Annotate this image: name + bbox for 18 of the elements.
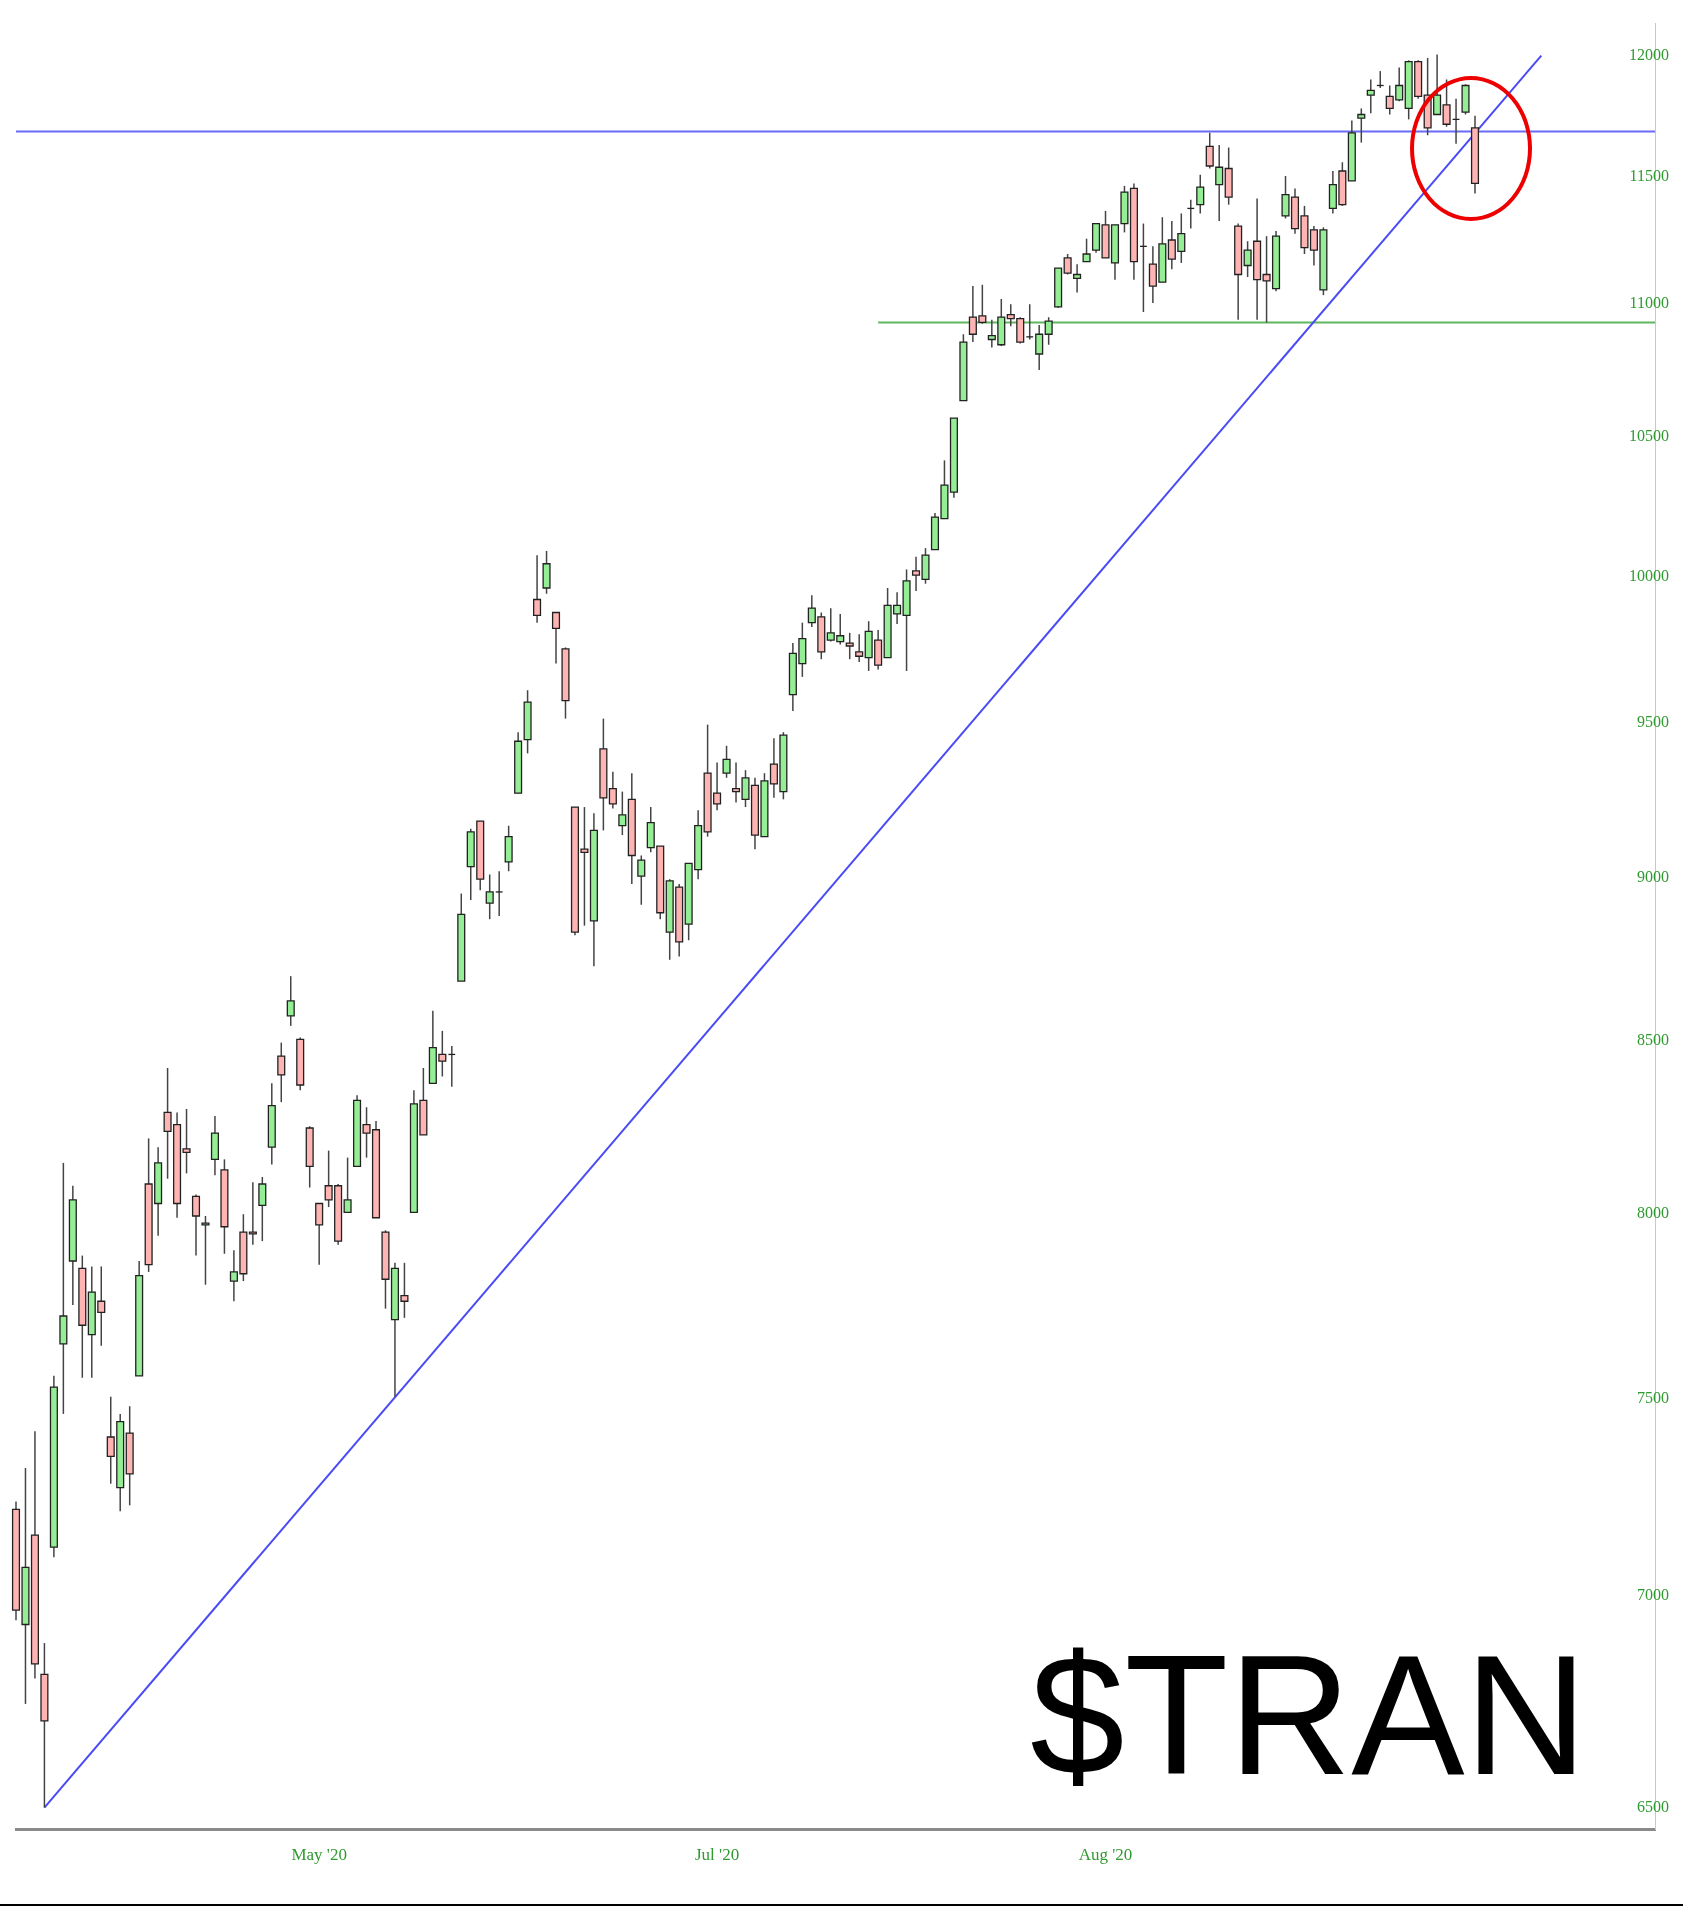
y-tick-label: 8500 — [1637, 1031, 1669, 1049]
text: $TRAN — [1030, 1620, 1588, 1810]
y-tick-label: 10000 — [1629, 566, 1669, 584]
y-tick-label: 9000 — [1637, 867, 1669, 885]
y-tick-label: 7000 — [1637, 1585, 1669, 1603]
y-tick-label: 11500 — [1629, 167, 1669, 185]
y-tick-label: 7500 — [1637, 1388, 1669, 1406]
y-tick-label: 11000 — [1629, 294, 1669, 312]
candlestick — [1025, 303, 1034, 341]
y-tick-label: 10500 — [1629, 427, 1669, 445]
y-tick-label: 9500 — [1637, 713, 1669, 731]
y-tick-label: 6500 — [1637, 1797, 1669, 1815]
x-tick-label: Aug '20 — [1078, 1845, 1133, 1865]
x-tick-label: Jul '20 — [695, 1845, 740, 1865]
y-tick-label: 8000 — [1637, 1204, 1669, 1222]
x-tick-label: May '20 — [291, 1845, 347, 1865]
candlestick — [495, 870, 504, 917]
y-tick-label: 12000 — [1629, 45, 1669, 63]
